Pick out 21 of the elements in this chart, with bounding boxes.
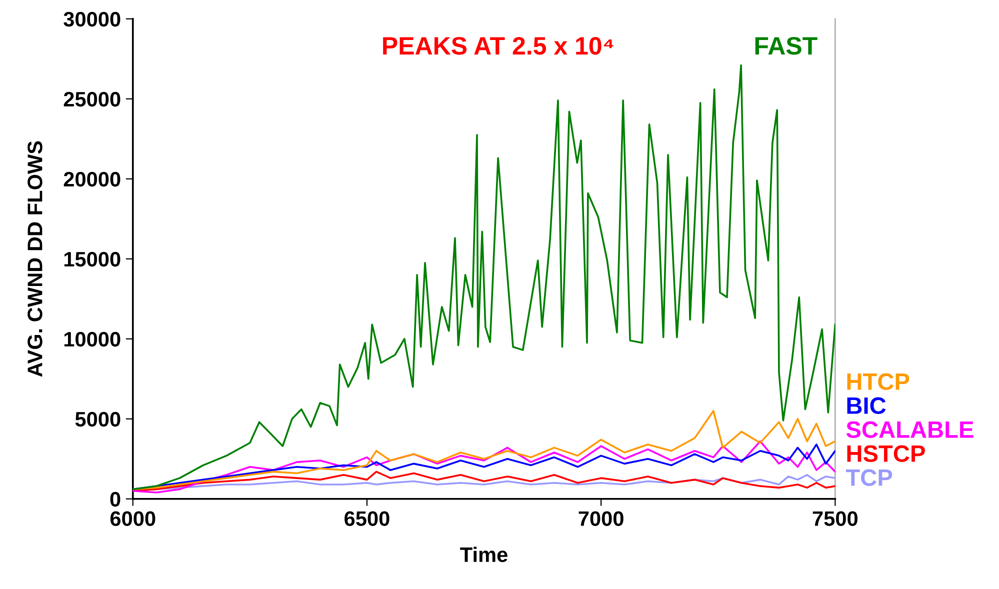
series-label: FAST: [755, 37, 818, 55]
series-label: HSTCP: [847, 445, 925, 462]
x-tick-label: 7500: [812, 511, 858, 526]
x-tick-label: 6500: [344, 511, 390, 526]
line-series: [132, 64, 836, 490]
y-tick-label: 20000: [64, 172, 120, 187]
series-label: BIC: [847, 397, 886, 414]
series-label: TCP: [846, 469, 892, 486]
x-tick-label: 7000: [578, 511, 624, 526]
series-label: HTCP: [847, 373, 910, 390]
annotation: PEAKS AT 2.5 x 10⁴: [383, 37, 614, 55]
y-tick-label: 10000: [64, 332, 120, 347]
y-tick-label: 30000: [64, 12, 120, 27]
y-tick-label: 25000: [64, 92, 120, 107]
y-tick-label: 5000: [75, 412, 120, 427]
x-axis-title: Time: [460, 546, 508, 562]
y-tick-label: 15000: [64, 252, 120, 267]
series-label: SCALABLE: [846, 421, 974, 438]
x-tick-label: 6000: [110, 511, 156, 526]
y-axis-title: AVG. CWND DD FLOWS: [28, 141, 42, 377]
y-tick-label: 0: [110, 492, 120, 507]
